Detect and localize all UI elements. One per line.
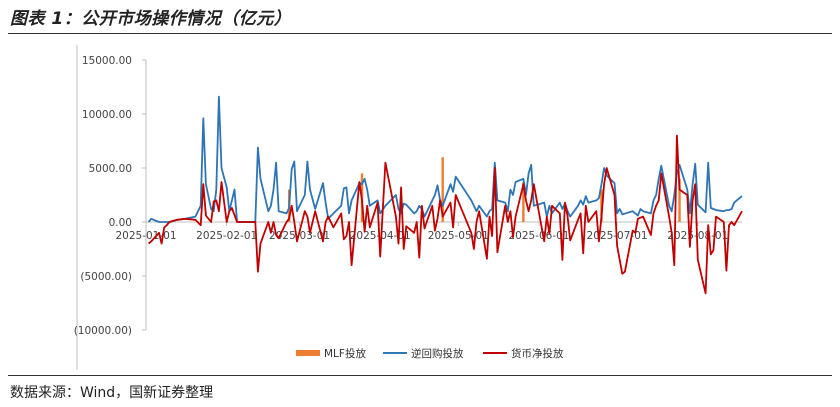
plot-area [147, 95, 743, 295]
y-tick-label: 0.00 [109, 217, 132, 229]
x-tick-label: 2025-01-01 [115, 230, 176, 242]
y-tick-label: (10000.00) [74, 325, 132, 337]
x-tick-label: 2025-03-01 [269, 230, 330, 242]
open-market-chart: 15000.00 10000.00 5000.00 0.00 (5000.00) (100… [74, 45, 743, 370]
net-injection-line [148, 134, 743, 295]
legend: MLF投放 逆回购投放 货币净投放 [296, 347, 564, 360]
x-tick-label: 2025-06-01 [508, 230, 569, 242]
x-tick-label: 2025-02-01 [196, 230, 257, 242]
x-tick-label: 2025-05-01 [428, 230, 489, 242]
legend-swatch-mlf [296, 350, 320, 356]
y-tick-label: 15000.00 [82, 55, 132, 67]
legend-label: 逆回购投放 [411, 347, 464, 360]
source-note: 数据来源：Wind，国新证券整理 [10, 385, 214, 401]
mlf-bar [600, 189, 603, 222]
mlf-bar [441, 157, 444, 222]
x-axis: 2025-01-01 2025-02-01 2025-03-01 2025-04-01… [115, 221, 742, 242]
page-title: 图表 1：公开市场操作情况（亿元） [10, 9, 292, 29]
mlf-bar [678, 178, 681, 222]
legend-label: MLF投放 [324, 347, 366, 360]
mlf-bar [522, 182, 525, 222]
y-tick-label: 10000.00 [82, 109, 132, 121]
y-tick-label: 5000.00 [89, 163, 132, 175]
y-tick-label: (5000.00) [80, 271, 132, 283]
source-rule [8, 375, 832, 376]
y-axis: 15000.00 10000.00 5000.00 0.00 (5000.00) (100… [74, 55, 147, 337]
legend-label: 货币净投放 [511, 347, 564, 360]
x-tick-label: 2025-04-01 [350, 230, 411, 242]
reverse-repo-line [147, 95, 743, 223]
title-rule [8, 33, 832, 34]
